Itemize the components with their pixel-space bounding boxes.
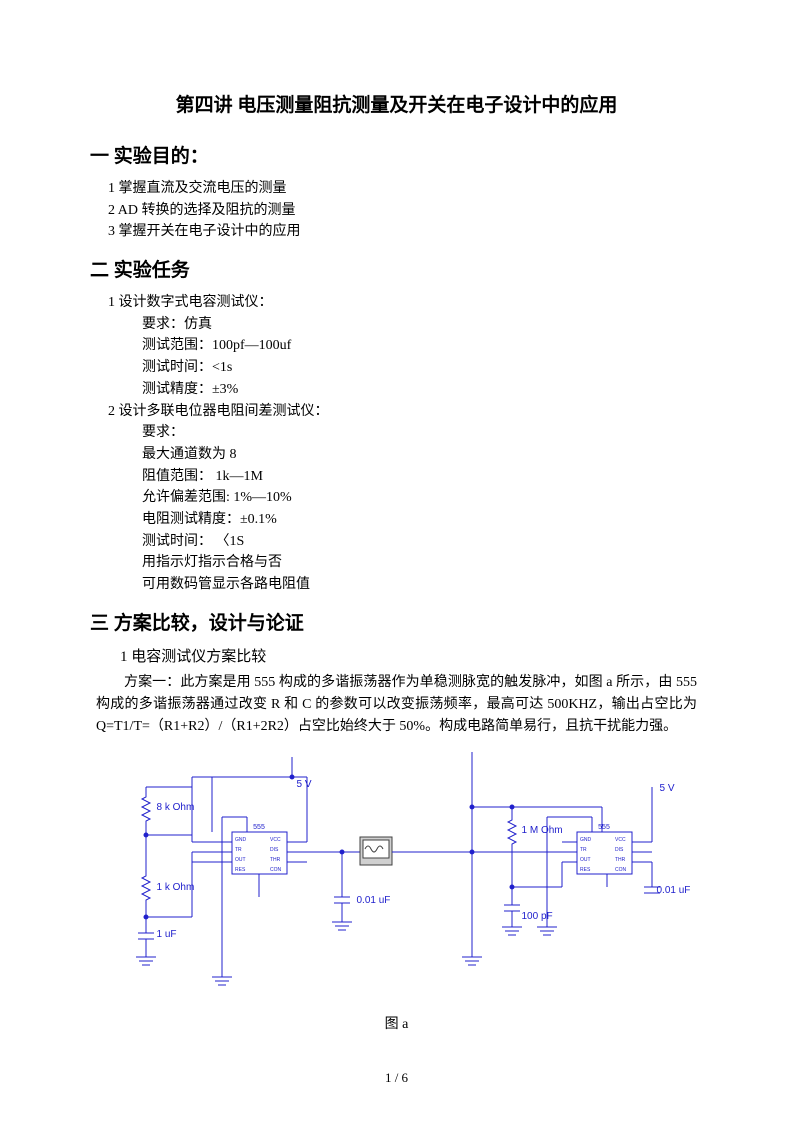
section-2-header: 二 实验任务 — [90, 255, 703, 282]
s2-item-2: 2 设计多联电位器电阻间差测试仪： — [108, 401, 703, 423]
svg-text:VCC: VCC — [615, 837, 626, 843]
svg-text:TR: TR — [235, 847, 242, 853]
svg-text:RES: RES — [235, 867, 246, 873]
label-vleft: 5 V — [297, 779, 312, 790]
svg-text:DIS: DIS — [270, 847, 279, 853]
label-r1: 8 k Ohm — [157, 802, 195, 813]
s2-sub1-1: 测试范围：100pf—100uf — [142, 335, 703, 357]
label-cright: 100 pF — [522, 911, 553, 922]
s2-sub2-4: 电阻测试精度：±0.1% — [142, 509, 703, 531]
s1-item-2: 2 AD 转换的选择及阻抗的测量 — [108, 200, 703, 222]
label-c2right: 0.01 uF — [657, 885, 691, 896]
section-3-paragraph: 方案一：此方案是用 555 构成的多谐振荡器作为单稳测脉宽的触发脉冲，如图 a … — [96, 672, 697, 739]
svg-text:RES: RES — [580, 867, 591, 873]
svg-text:OUT: OUT — [235, 857, 246, 863]
s2-item-1: 1 设计数字式电容测试仪： — [108, 292, 703, 314]
s2-sub2-5: 测试时间： 〈1S — [142, 531, 703, 553]
svg-text:555: 555 — [598, 824, 610, 831]
circuit-svg: 555 555 GND TR OUT RES VCC DIS THR CON G… — [92, 747, 702, 1007]
circuit-diagram: 555 555 GND TR OUT RES VCC DIS THR CON G… — [92, 747, 702, 1007]
section-1-header: 一 实验目的： — [90, 141, 703, 168]
svg-text:GND: GND — [580, 837, 592, 843]
s2-sub2-0: 要求： — [142, 422, 703, 444]
svg-text:555: 555 — [253, 824, 265, 831]
label-c1: 1 uF — [157, 929, 177, 940]
svg-text:CON: CON — [270, 867, 282, 873]
s2-sub1-2: 测试时间：<1s — [142, 357, 703, 379]
label-r2: 1 k Ohm — [157, 882, 195, 893]
s2-sub1-3: 测试精度：±3% — [142, 379, 703, 401]
label-rright: 1 M Ohm — [522, 825, 563, 836]
page-title: 第四讲 电压测量阻抗测量及开关在电子设计中的应用 — [90, 90, 703, 117]
svg-text:TR: TR — [580, 847, 587, 853]
s2-sub2-2: 阻值范围： 1k—1M — [142, 466, 703, 488]
figure-caption: 图 a — [90, 1013, 703, 1033]
s2-sub1-0: 要求：仿真 — [142, 314, 703, 336]
s2-sub2-1: 最大通道数为 8 — [142, 444, 703, 466]
svg-text:THR: THR — [270, 857, 281, 863]
svg-text:DIS: DIS — [615, 847, 624, 853]
s1-item-1: 1 掌握直流及交流电压的测量 — [108, 178, 703, 200]
svg-text:OUT: OUT — [580, 857, 591, 863]
svg-text:GND: GND — [235, 837, 247, 843]
section-3-sub: 1 电容测试仪方案比较 — [120, 645, 703, 666]
label-vright: 5 V — [660, 783, 675, 794]
section-3-header: 三 方案比较，设计与论证 — [90, 608, 703, 635]
svg-text:CON: CON — [615, 867, 627, 873]
s2-sub2-7: 可用数码管显示各路电阻值 — [142, 574, 703, 596]
s2-sub2-3: 允许偏差范围: 1%—10% — [142, 487, 703, 509]
s1-item-3: 3 掌握开关在电子设计中的应用 — [108, 221, 703, 243]
label-cmid: 0.01 uF — [357, 895, 391, 906]
s2-sub2-6: 用指示灯指示合格与否 — [142, 552, 703, 574]
page-footer: 1 / 6 — [0, 1070, 793, 1086]
svg-text:VCC: VCC — [270, 837, 281, 843]
svg-text:THR: THR — [615, 857, 626, 863]
